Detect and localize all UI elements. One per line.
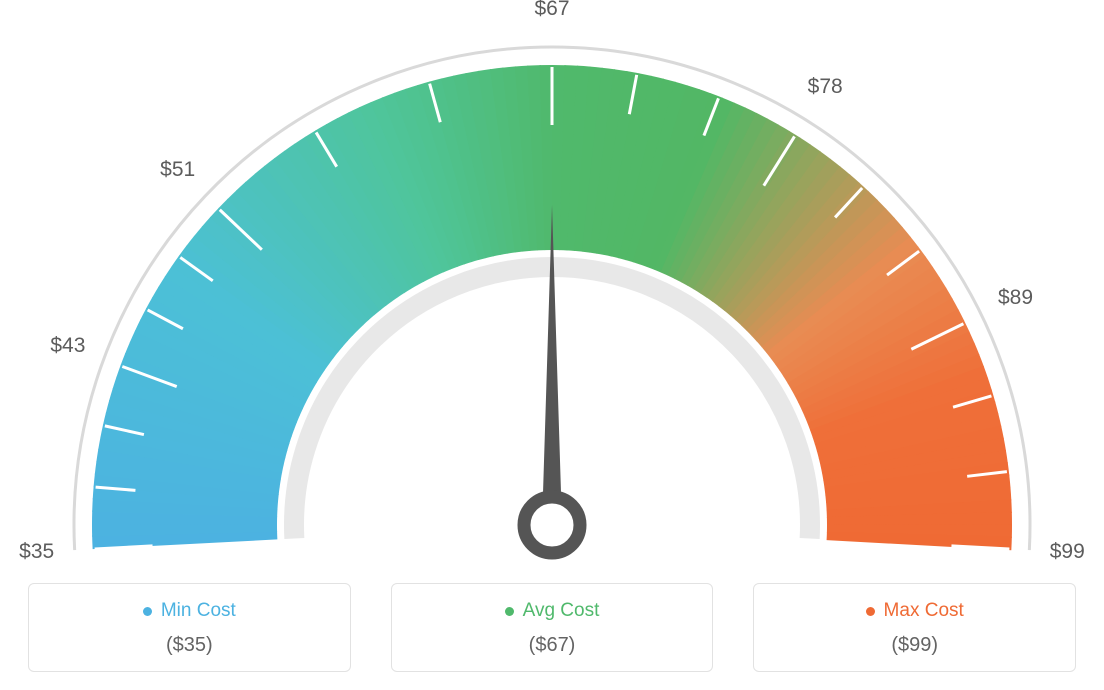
- gauge-tick-label: $89: [998, 286, 1033, 310]
- legend-card-min: Min Cost ($35): [28, 583, 351, 672]
- legend-card-max: Max Cost ($99): [753, 583, 1076, 672]
- legend-dot-max: [866, 607, 875, 616]
- gauge-tick-label: $67: [534, 0, 569, 21]
- gauge-tick-label: $99: [1050, 540, 1085, 564]
- legend-value-avg: ($67): [402, 634, 703, 657]
- legend-title-avg: Avg Cost: [505, 600, 600, 622]
- legend-dot-avg: [505, 607, 514, 616]
- gauge-needle: [542, 205, 562, 525]
- legend-title-min: Min Cost: [143, 600, 236, 622]
- gauge-tick-label: $35: [19, 540, 54, 564]
- legend-card-avg: Avg Cost ($67): [391, 583, 714, 672]
- legend-row: Min Cost ($35) Avg Cost ($67) Max Cost (…: [0, 583, 1104, 672]
- legend-title-max: Max Cost: [866, 600, 964, 622]
- legend-label-min: Min Cost: [161, 600, 236, 622]
- gauge-tick-label: $78: [808, 75, 843, 99]
- gauge-chart: $35$43$51$67$78$89$99: [0, 0, 1104, 560]
- gauge-needle-hub: [524, 497, 580, 553]
- gauge-tick-label: $51: [160, 158, 195, 182]
- gauge-svg: [0, 0, 1104, 560]
- legend-value-max: ($99): [764, 634, 1065, 657]
- legend-value-min: ($35): [39, 634, 340, 657]
- legend-label-max: Max Cost: [884, 600, 964, 622]
- legend-dot-min: [143, 607, 152, 616]
- legend-label-avg: Avg Cost: [523, 600, 600, 622]
- gauge-tick-label: $43: [50, 334, 85, 358]
